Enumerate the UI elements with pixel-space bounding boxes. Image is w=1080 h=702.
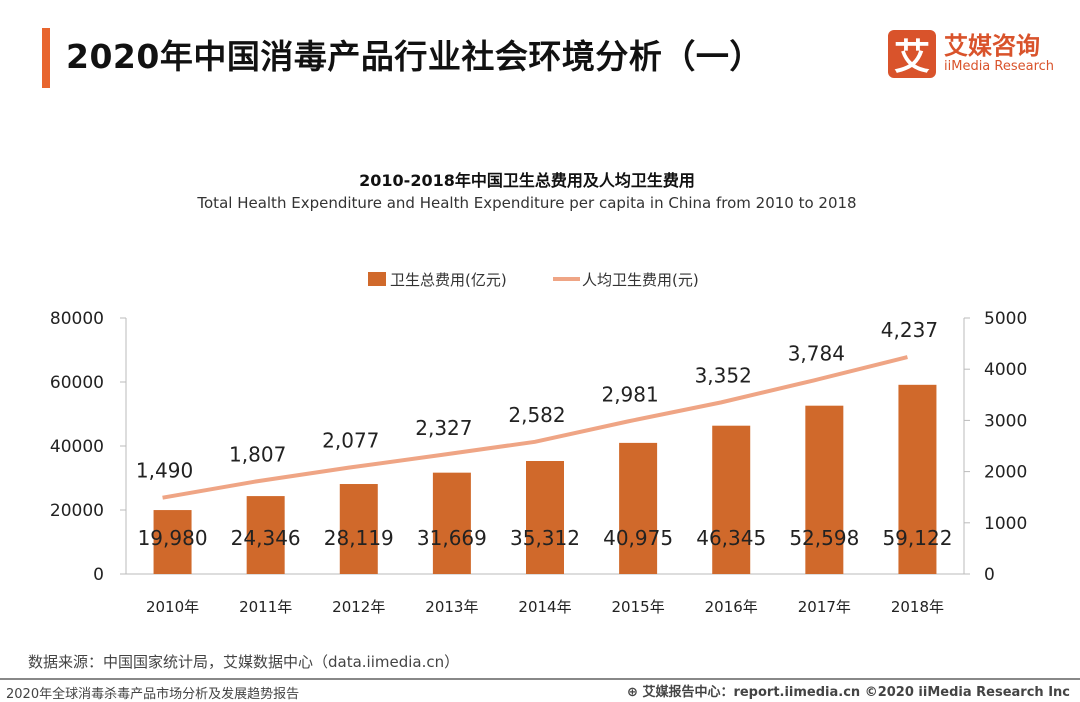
page-title: 2020年中国消毒产品行业社会环境分析（一） xyxy=(66,37,763,76)
legend-bar-label: 卫生总费用(亿元) xyxy=(390,271,507,289)
logo-cn: 艾媒咨询 xyxy=(944,32,1040,60)
right-tick-label: 0 xyxy=(984,565,995,585)
footer-divider xyxy=(0,678,1080,680)
chart-subtitle: Total Health Expenditure and Health Expe… xyxy=(196,194,856,212)
title-accent-bar xyxy=(42,28,50,88)
left-tick-label: 0 xyxy=(93,565,104,585)
line-data-label: 2,582 xyxy=(508,403,565,427)
bar-data-label: 24,346 xyxy=(231,526,301,550)
bar xyxy=(153,510,192,574)
line-data-label: 2,327 xyxy=(415,416,472,440)
left-tick-label: 80000 xyxy=(50,309,104,329)
x-tick-label: 2015年 xyxy=(612,598,665,616)
bar-data-label: 46,345 xyxy=(696,526,766,550)
bar-data-label: 52,598 xyxy=(789,526,859,550)
bar xyxy=(246,496,285,574)
x-tick-label: 2013年 xyxy=(425,598,478,616)
right-tick-label: 2000 xyxy=(984,463,1027,483)
left-tick-label: 60000 xyxy=(50,373,104,393)
line-data-label: 1,490 xyxy=(136,459,193,483)
right-tick-label: 3000 xyxy=(984,411,1027,431)
bar-data-label: 40,975 xyxy=(603,526,673,550)
x-tick-label: 2018年 xyxy=(891,598,944,616)
x-tick-label: 2014年 xyxy=(518,598,571,616)
data-source: 数据来源：中国国家统计局，艾媒数据中心（data.iimedia.cn） xyxy=(28,653,460,671)
x-tick-label: 2010年 xyxy=(146,598,199,616)
right-tick-label: 4000 xyxy=(984,360,1027,380)
bar-data-label: 35,312 xyxy=(510,526,580,550)
bar xyxy=(898,384,937,574)
report-name: 2020年全球消毒杀毒产品市场分析及发展趋势报告 xyxy=(6,687,300,702)
x-tick-label: 2012年 xyxy=(332,598,385,616)
bar xyxy=(805,405,844,574)
chart-title: 2010-2018年中国卫生总费用及人均卫生费用 xyxy=(359,171,695,190)
iimedia-logo: 艾 艾媒咨询 iiMedia Research xyxy=(888,30,1054,78)
logo-mark: 艾 xyxy=(888,30,936,78)
left-tick-label: 20000 xyxy=(50,501,104,521)
logo-en: iiMedia Research xyxy=(944,59,1055,74)
bar-data-label: 31,669 xyxy=(417,526,487,550)
bar xyxy=(712,425,751,574)
line-data-label: 2,077 xyxy=(322,429,379,453)
line-data-label: 1,807 xyxy=(229,442,286,466)
line-data-label: 3,784 xyxy=(788,341,845,365)
left-tick-label: 40000 xyxy=(50,437,104,457)
legend-bar-swatch xyxy=(368,272,386,286)
x-tick-label: 2017年 xyxy=(798,598,851,616)
bar-data-label: 19,980 xyxy=(138,526,208,550)
right-tick-label: 5000 xyxy=(984,309,1027,329)
x-tick-label: 2016年 xyxy=(705,598,758,616)
line-data-label: 2,981 xyxy=(601,382,658,406)
bar-data-label: 28,119 xyxy=(324,526,394,550)
bar xyxy=(619,442,658,574)
bar xyxy=(432,472,471,574)
line-data-label: 4,237 xyxy=(881,318,938,342)
footer-credit: ⊕ 艾媒报告中心：report.iimedia.cn ©2020 iiMedia… xyxy=(627,685,1070,700)
legend-line-label: 人均卫生费用(元) xyxy=(582,271,699,289)
bar-data-label: 59,122 xyxy=(882,526,952,550)
right-tick-label: 1000 xyxy=(984,514,1027,534)
bar xyxy=(339,484,378,574)
bar xyxy=(526,461,564,574)
x-tick-label: 2011年 xyxy=(239,598,292,616)
legend: 卫生总费用(亿元) 人均卫生费用(元) xyxy=(368,271,699,289)
line-data-label: 3,352 xyxy=(695,363,752,387)
